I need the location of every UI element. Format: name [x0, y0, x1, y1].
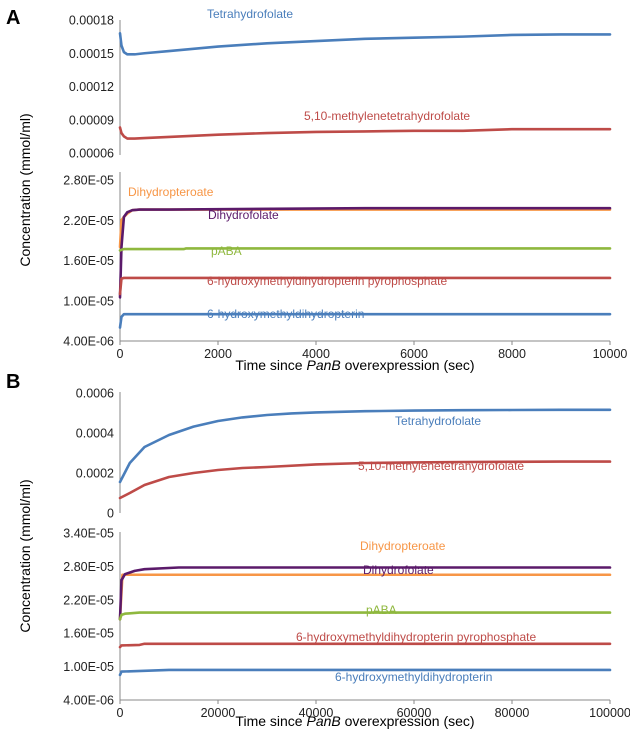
y-tick-label: 0.0006	[76, 387, 114, 401]
label-b-hmdhp-pp: 6-hydroxymethyldihydropterin pyrophospha…	[296, 630, 536, 644]
x-tick-label: 0	[117, 706, 124, 720]
series-line-a-paba	[118, 247, 612, 252]
series-line-b-tetrahydrofolate	[118, 408, 612, 484]
label-a-dihydropteroate: Dihydropteroate	[128, 185, 214, 199]
y-tick-label: 3.40E-05	[63, 527, 114, 541]
x-axis-title-a: Time since PanB overexpression (sec)	[235, 357, 474, 373]
x-axis-title-b: Time since PanB overexpression (sec)	[235, 713, 474, 729]
x-tick-label: 40000	[299, 706, 334, 720]
series-line-a-dihydropteroate	[118, 208, 612, 249]
subplot-a-upper: 0.00006 0.00009 0.00012 0.00015 0.00018 Tetr…	[69, 7, 612, 161]
y-axis-title-a: Concentration (mmol/ml)	[17, 113, 33, 266]
label-a-tetrahydrofolate: Tetrahydrofolate	[207, 7, 293, 21]
y-tick-label: 1.60E-05	[63, 627, 114, 641]
series-line-a-tetrahydrofolate	[118, 31, 612, 56]
y-tick-label: 0.0002	[76, 467, 114, 481]
y-tick-label: 4.00E-06	[63, 694, 114, 708]
y-tick-label: 0.00015	[69, 47, 114, 61]
y-tick-label: 0.00006	[69, 147, 114, 161]
series-line-a-6-hydroxymethyldihydropterin-pyrophosphate	[118, 276, 612, 296]
y-tick-label: 1.00E-05	[63, 294, 114, 308]
panel-letter-b: B	[6, 371, 20, 393]
series-line-b-dihydrofolate	[118, 566, 612, 621]
series-line-b-paba	[118, 611, 612, 621]
label-b-dihydropteroate: Dihydropteroate	[360, 539, 446, 553]
subplot-b-lower: 4.00E-06 1.00E-05 1.60E-05 2.20E-05 2.80E-05…	[63, 527, 630, 721]
y-tick-label: 4.00E-06	[63, 335, 114, 349]
label-a-hmdhp: 6-hydroxymethyldihydropterin	[207, 307, 364, 321]
x-tick-label: 2000	[204, 347, 232, 361]
y-tick-label: 1.60E-05	[63, 254, 114, 268]
series-line-a-5-10-methylenetetrahydrofolate	[118, 126, 612, 140]
series-line-b-6-hydroxymethyldihydropterin-pyrophosphate	[118, 642, 612, 649]
x-tick-label: 20000	[201, 706, 236, 720]
series-line-a-6-hydroxymethyldihydropterin	[118, 312, 612, 329]
y-tick-label: 0.00009	[69, 113, 114, 127]
x-tick-label: 60000	[397, 706, 432, 720]
x-tick-label: 4000	[302, 347, 330, 361]
panel-letter-a: A	[6, 7, 20, 29]
subplot-a-lower: 4.00E-06 1.00E-05 1.60E-05 2.20E-05 2.80E-05…	[63, 172, 627, 361]
y-tick-label: 2.20E-05	[63, 593, 114, 607]
subplot-b-upper: 0 0.0002 0.0004 0.0006 Tetrahydrofolate 5,1…	[76, 387, 612, 521]
label-b-hmdhp: 6-hydroxymethyldihydropterin	[335, 670, 492, 684]
x-tick-label: 8000	[498, 347, 526, 361]
y-tick-label: 0	[107, 507, 114, 521]
series-line-b-5-10-methylenetetrahydrofolate	[118, 460, 612, 500]
series-line-a-dihydrofolate	[118, 206, 612, 299]
x-tick-label: 100000	[589, 706, 630, 720]
y-tick-label: 0.0004	[76, 427, 114, 441]
label-a-hmdhp-pp: 6-hydroxymethyldihydropterin pyrophospha…	[207, 274, 447, 288]
x-tick-label: 6000	[400, 347, 428, 361]
label-a-methylenethf: 5,10-methylenetetrahydrofolate	[304, 109, 470, 123]
label-b-dihydrofolate: Dihydrofolate	[363, 563, 434, 577]
label-a-dihydrofolate: Dihydrofolate	[208, 208, 279, 222]
y-tick-label: 0.00012	[69, 80, 114, 94]
label-b-tetrahydrofolate: Tetrahydrofolate	[395, 414, 481, 428]
y-tick-label: 2.80E-05	[63, 174, 114, 188]
label-b-methylenethf: 5,10-methylenetetrahydrofolate	[358, 459, 524, 473]
label-b-paba: pABA	[366, 603, 397, 617]
series-line-b-6-hydroxymethyldihydropterin	[118, 668, 612, 677]
x-tick-label: 80000	[495, 706, 530, 720]
x-tick-label: 0	[117, 347, 124, 361]
y-tick-label: 0.00018	[69, 14, 114, 28]
label-a-paba: pABA	[211, 244, 242, 258]
y-axis-title-b: Concentration (mmol/ml)	[17, 479, 33, 632]
y-tick-label: 2.20E-05	[63, 214, 114, 228]
x-tick-label: 10000	[593, 347, 628, 361]
y-tick-label: 2.80E-05	[63, 560, 114, 574]
y-tick-label: 1.00E-05	[63, 660, 114, 674]
